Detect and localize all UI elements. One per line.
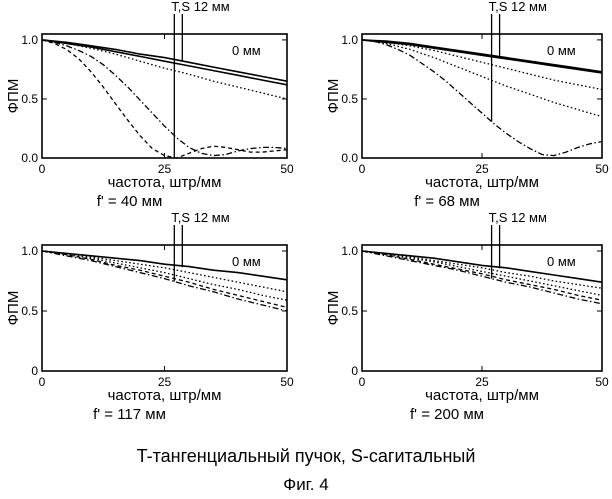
x-tick-label: 50 xyxy=(280,375,294,389)
figure-legend-caption: T-тангенциальный пучок, S-сагитальный xyxy=(0,446,612,467)
marker-label: T,S 12 мм xyxy=(489,210,547,225)
x-axis-title: частота, штр/мм xyxy=(425,387,539,404)
curve-label-0mm: 0 мм xyxy=(547,43,576,58)
figure-number-label: Фиг. 4 xyxy=(0,475,612,495)
y-tick-label: 0.5 xyxy=(341,304,358,318)
mtf-panel-1: 025500.00.51.0T,S 12 мм0 ммФПМчастота, ш… xyxy=(5,0,294,210)
y-tick-label: 0.5 xyxy=(21,304,38,318)
y-tick-label: 0.0 xyxy=(21,151,38,165)
x-axis-title: частота, штр/мм xyxy=(425,174,539,191)
y-axis-title: ФПМ xyxy=(5,291,22,326)
y-tick-label: 0.5 xyxy=(21,92,38,106)
marker-label: T,S 12 мм xyxy=(489,0,547,14)
curve-label-0mm: 0 мм xyxy=(232,43,261,58)
y-axis-title: ФПМ xyxy=(325,291,342,326)
y-tick-label: 0.5 xyxy=(341,92,358,106)
focal-length-label: f' = 200 мм xyxy=(410,406,484,423)
y-axis-title: ФПМ xyxy=(5,79,22,114)
focal-length-label: f' = 40 мм xyxy=(97,193,163,210)
x-axis-title: частота, штр/мм xyxy=(108,387,222,404)
mtf-panel-2: 025500.00.51.0T,S 12 мм0 ммФПМчастота, ш… xyxy=(325,0,609,210)
y-tick-label: 1.0 xyxy=(341,244,358,258)
y-tick-label: 1.0 xyxy=(341,33,358,47)
y-axis-title: ФПМ xyxy=(325,79,342,114)
marker-label: T,S 12 мм xyxy=(171,0,229,14)
x-tick-label: 0 xyxy=(359,375,366,389)
y-tick-label: 1.0 xyxy=(21,244,38,258)
x-tick-label: 50 xyxy=(595,162,609,176)
mtf-panel-4: 0255000.51.0T,S 12 мм0 ммФПМчастота, штр… xyxy=(325,210,609,423)
y-tick-label: 0 xyxy=(31,364,38,378)
x-tick-label: 0 xyxy=(39,162,46,176)
focal-length-label: f' = 117 мм xyxy=(93,406,166,423)
x-tick-label: 50 xyxy=(280,162,294,176)
curve-label-0mm: 0 мм xyxy=(547,254,576,269)
marker-label: T,S 12 мм xyxy=(171,210,229,225)
x-tick-label: 50 xyxy=(595,375,609,389)
curve-label-0mm: 0 мм xyxy=(232,254,261,269)
mtf-figure: 025500.00.51.0T,S 12 мм0 ммФПМчастота, ш… xyxy=(0,0,612,446)
x-tick-label: 0 xyxy=(39,375,46,389)
y-tick-label: 1.0 xyxy=(21,33,38,47)
y-tick-label: 0.0 xyxy=(341,151,358,165)
mtf-panel-3: 0255000.51.0T,S 12 мм0 ммФПМчастота, штр… xyxy=(5,210,294,423)
x-tick-label: 0 xyxy=(359,162,366,176)
y-tick-label: 0 xyxy=(351,364,358,378)
x-axis-title: частота, штр/мм xyxy=(108,174,222,191)
focal-length-label: f' = 68 мм xyxy=(414,193,480,210)
